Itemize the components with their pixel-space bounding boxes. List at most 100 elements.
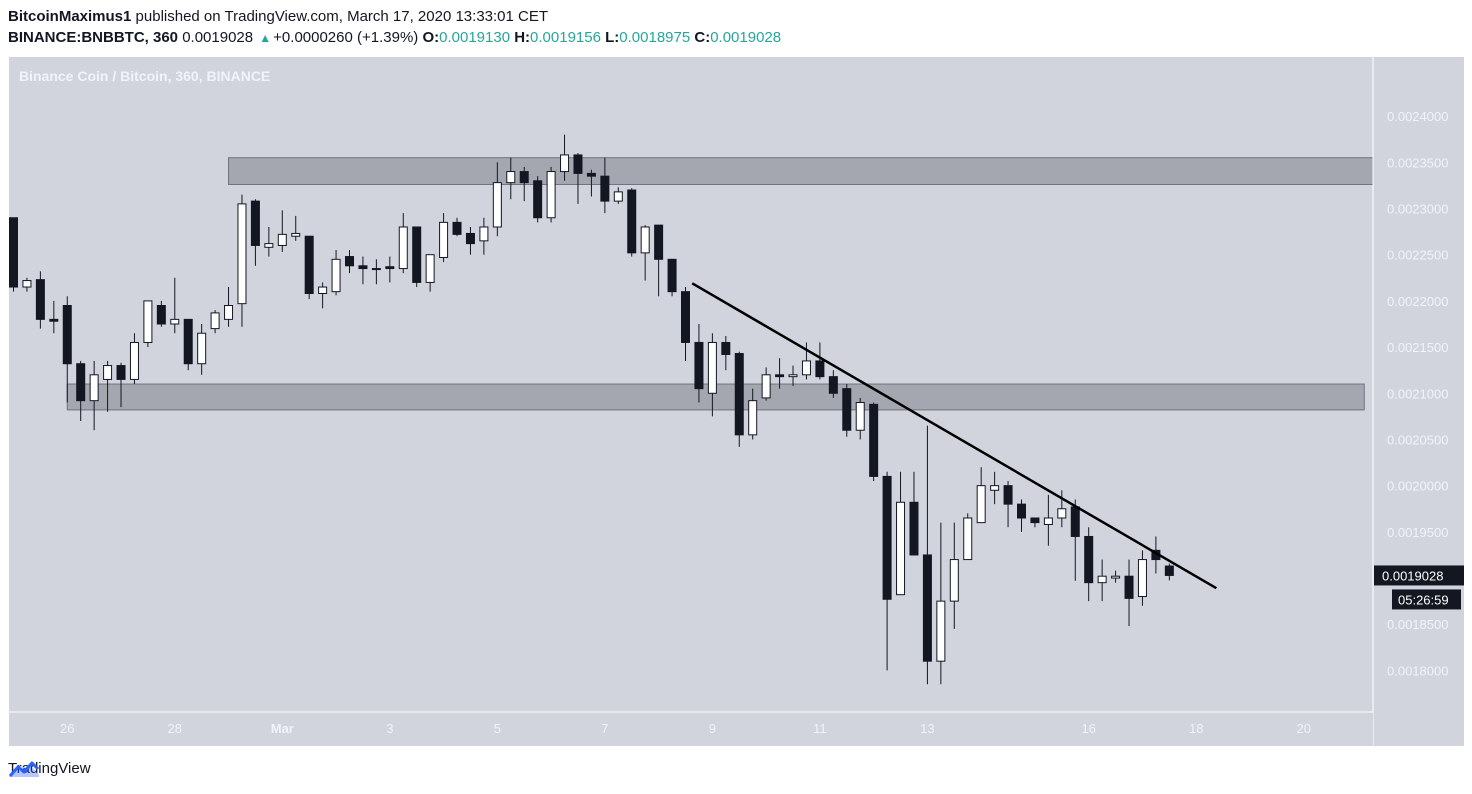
candle-bear bbox=[922, 554, 932, 662]
y-tick-label: 0.0020500 bbox=[1387, 432, 1448, 447]
ohlc-line: BINANCE:BNBBTC, 360 0.0019028 ▲ +0.000026… bbox=[8, 27, 781, 49]
tradingview-logo[interactable]: TradingView bbox=[8, 760, 91, 777]
candle-bear bbox=[1030, 517, 1040, 524]
candle-bear bbox=[586, 172, 596, 177]
candle-bull bbox=[143, 300, 153, 343]
candle-bull bbox=[936, 600, 946, 662]
price-change: +0.0000260 (+1.39%) bbox=[273, 29, 419, 46]
candle-bear bbox=[573, 154, 583, 174]
candle-bull bbox=[89, 374, 99, 402]
y-tick-label: 0.0020000 bbox=[1387, 479, 1448, 494]
candle-bear bbox=[412, 226, 422, 283]
candle-bear bbox=[1070, 506, 1080, 537]
candle-bear bbox=[667, 258, 677, 293]
candlestick-chart[interactable]: Binance Coin / Bitcoin, 360, BINANCE 0.00… bbox=[9, 57, 1464, 746]
footer-brand: TradingView bbox=[8, 760, 91, 777]
chart-header: BitcoinMaximus1 published on TradingView… bbox=[8, 6, 781, 49]
symbol-label: BINANCE:BNBBTC, 360 bbox=[8, 29, 179, 46]
candle-bear bbox=[533, 180, 543, 219]
up-arrow-icon: ▲ bbox=[259, 31, 272, 45]
author-name[interactable]: BitcoinMaximus1 bbox=[8, 8, 132, 25]
candle-bull bbox=[976, 485, 986, 524]
low-label: L: bbox=[605, 29, 620, 46]
candle-bear bbox=[734, 353, 744, 436]
candle-bear bbox=[869, 403, 879, 477]
candle-bull bbox=[896, 501, 906, 596]
close-label: C: bbox=[694, 29, 711, 46]
candle-bear bbox=[9, 217, 18, 288]
tradingview-cloud-icon bbox=[8, 761, 40, 777]
candle-bull bbox=[506, 171, 516, 184]
open-label: O: bbox=[422, 29, 440, 46]
x-tick-label: 3 bbox=[386, 721, 393, 736]
candle-bear bbox=[1003, 485, 1013, 505]
candle-bull bbox=[707, 341, 717, 394]
x-tick-label: 20 bbox=[1297, 721, 1311, 736]
candle-bear bbox=[1124, 575, 1134, 599]
candle-bull bbox=[640, 226, 650, 254]
candle-bull bbox=[479, 226, 489, 242]
candle-bear bbox=[1164, 565, 1174, 576]
candle-bear bbox=[654, 224, 664, 260]
candle-bull bbox=[1111, 575, 1121, 579]
x-tick-label: 28 bbox=[168, 721, 182, 736]
x-tick-label: 18 bbox=[1189, 721, 1203, 736]
x-tick-label: 9 bbox=[709, 721, 716, 736]
candle-bull bbox=[613, 191, 623, 202]
close-value: 0.0019028 bbox=[710, 29, 782, 46]
publish-line: BitcoinMaximus1 published on TradingView… bbox=[8, 6, 781, 27]
x-tick-label: 5 bbox=[494, 721, 501, 736]
candle-bull bbox=[855, 402, 865, 431]
descending-trendline bbox=[691, 282, 1218, 590]
x-tick-label: Mar bbox=[271, 721, 294, 736]
candle-bull bbox=[963, 517, 973, 561]
low-value: 0.0018975 bbox=[619, 29, 691, 46]
candle-bull bbox=[237, 203, 247, 305]
candle-bull bbox=[439, 221, 449, 258]
candle-bull bbox=[761, 374, 771, 399]
candle-bull bbox=[170, 318, 180, 325]
candle-bull bbox=[277, 233, 287, 246]
candle-bull bbox=[560, 154, 570, 173]
candle-bear bbox=[49, 318, 59, 322]
y-tick-label: 0.0018500 bbox=[1387, 617, 1448, 632]
candle-bull bbox=[1137, 559, 1147, 598]
candle-bear bbox=[909, 501, 919, 556]
candle-bear bbox=[358, 265, 368, 270]
candle-bear bbox=[1084, 535, 1094, 584]
y-tick-label: 0.0023000 bbox=[1387, 202, 1448, 217]
candle-bull bbox=[318, 286, 328, 295]
candle-bull bbox=[425, 254, 435, 283]
open-value: 0.0019130 bbox=[439, 29, 511, 46]
candle-bull bbox=[331, 258, 341, 293]
current-price-tag bbox=[1374, 565, 1464, 586]
chart-area[interactable]: Binance Coin / Bitcoin, 360, BINANCE 0.00… bbox=[9, 57, 1464, 746]
candle-bull bbox=[748, 400, 758, 436]
price-axis bbox=[1373, 57, 1464, 746]
candle-bear bbox=[842, 388, 852, 431]
candle-bear bbox=[116, 365, 126, 380]
candle-bull bbox=[291, 232, 301, 237]
candle-bear bbox=[156, 305, 166, 325]
candle-bull bbox=[1057, 508, 1067, 519]
candle-bull bbox=[1097, 575, 1107, 584]
candle-bear bbox=[815, 360, 825, 378]
x-tick-label: 11 bbox=[813, 721, 827, 736]
candle-bear bbox=[250, 200, 260, 246]
x-tick-label: 16 bbox=[1081, 721, 1095, 736]
high-value: 0.0019156 bbox=[530, 29, 601, 46]
candle-bull bbox=[492, 182, 502, 228]
candle-bull bbox=[546, 171, 556, 219]
candle-bull bbox=[990, 485, 1000, 491]
x-tick-label: 7 bbox=[601, 721, 608, 736]
y-tick-label: 0.0019500 bbox=[1387, 525, 1448, 540]
candle-bull bbox=[1043, 517, 1053, 525]
candle-bear bbox=[882, 475, 892, 600]
candle-bull bbox=[949, 559, 959, 602]
candle-bear bbox=[304, 235, 314, 295]
candle-bull bbox=[264, 243, 274, 248]
candle-bull bbox=[210, 312, 220, 330]
candle-bear bbox=[828, 376, 838, 394]
candle-bear bbox=[681, 291, 690, 343]
countdown-tag bbox=[1392, 589, 1461, 610]
